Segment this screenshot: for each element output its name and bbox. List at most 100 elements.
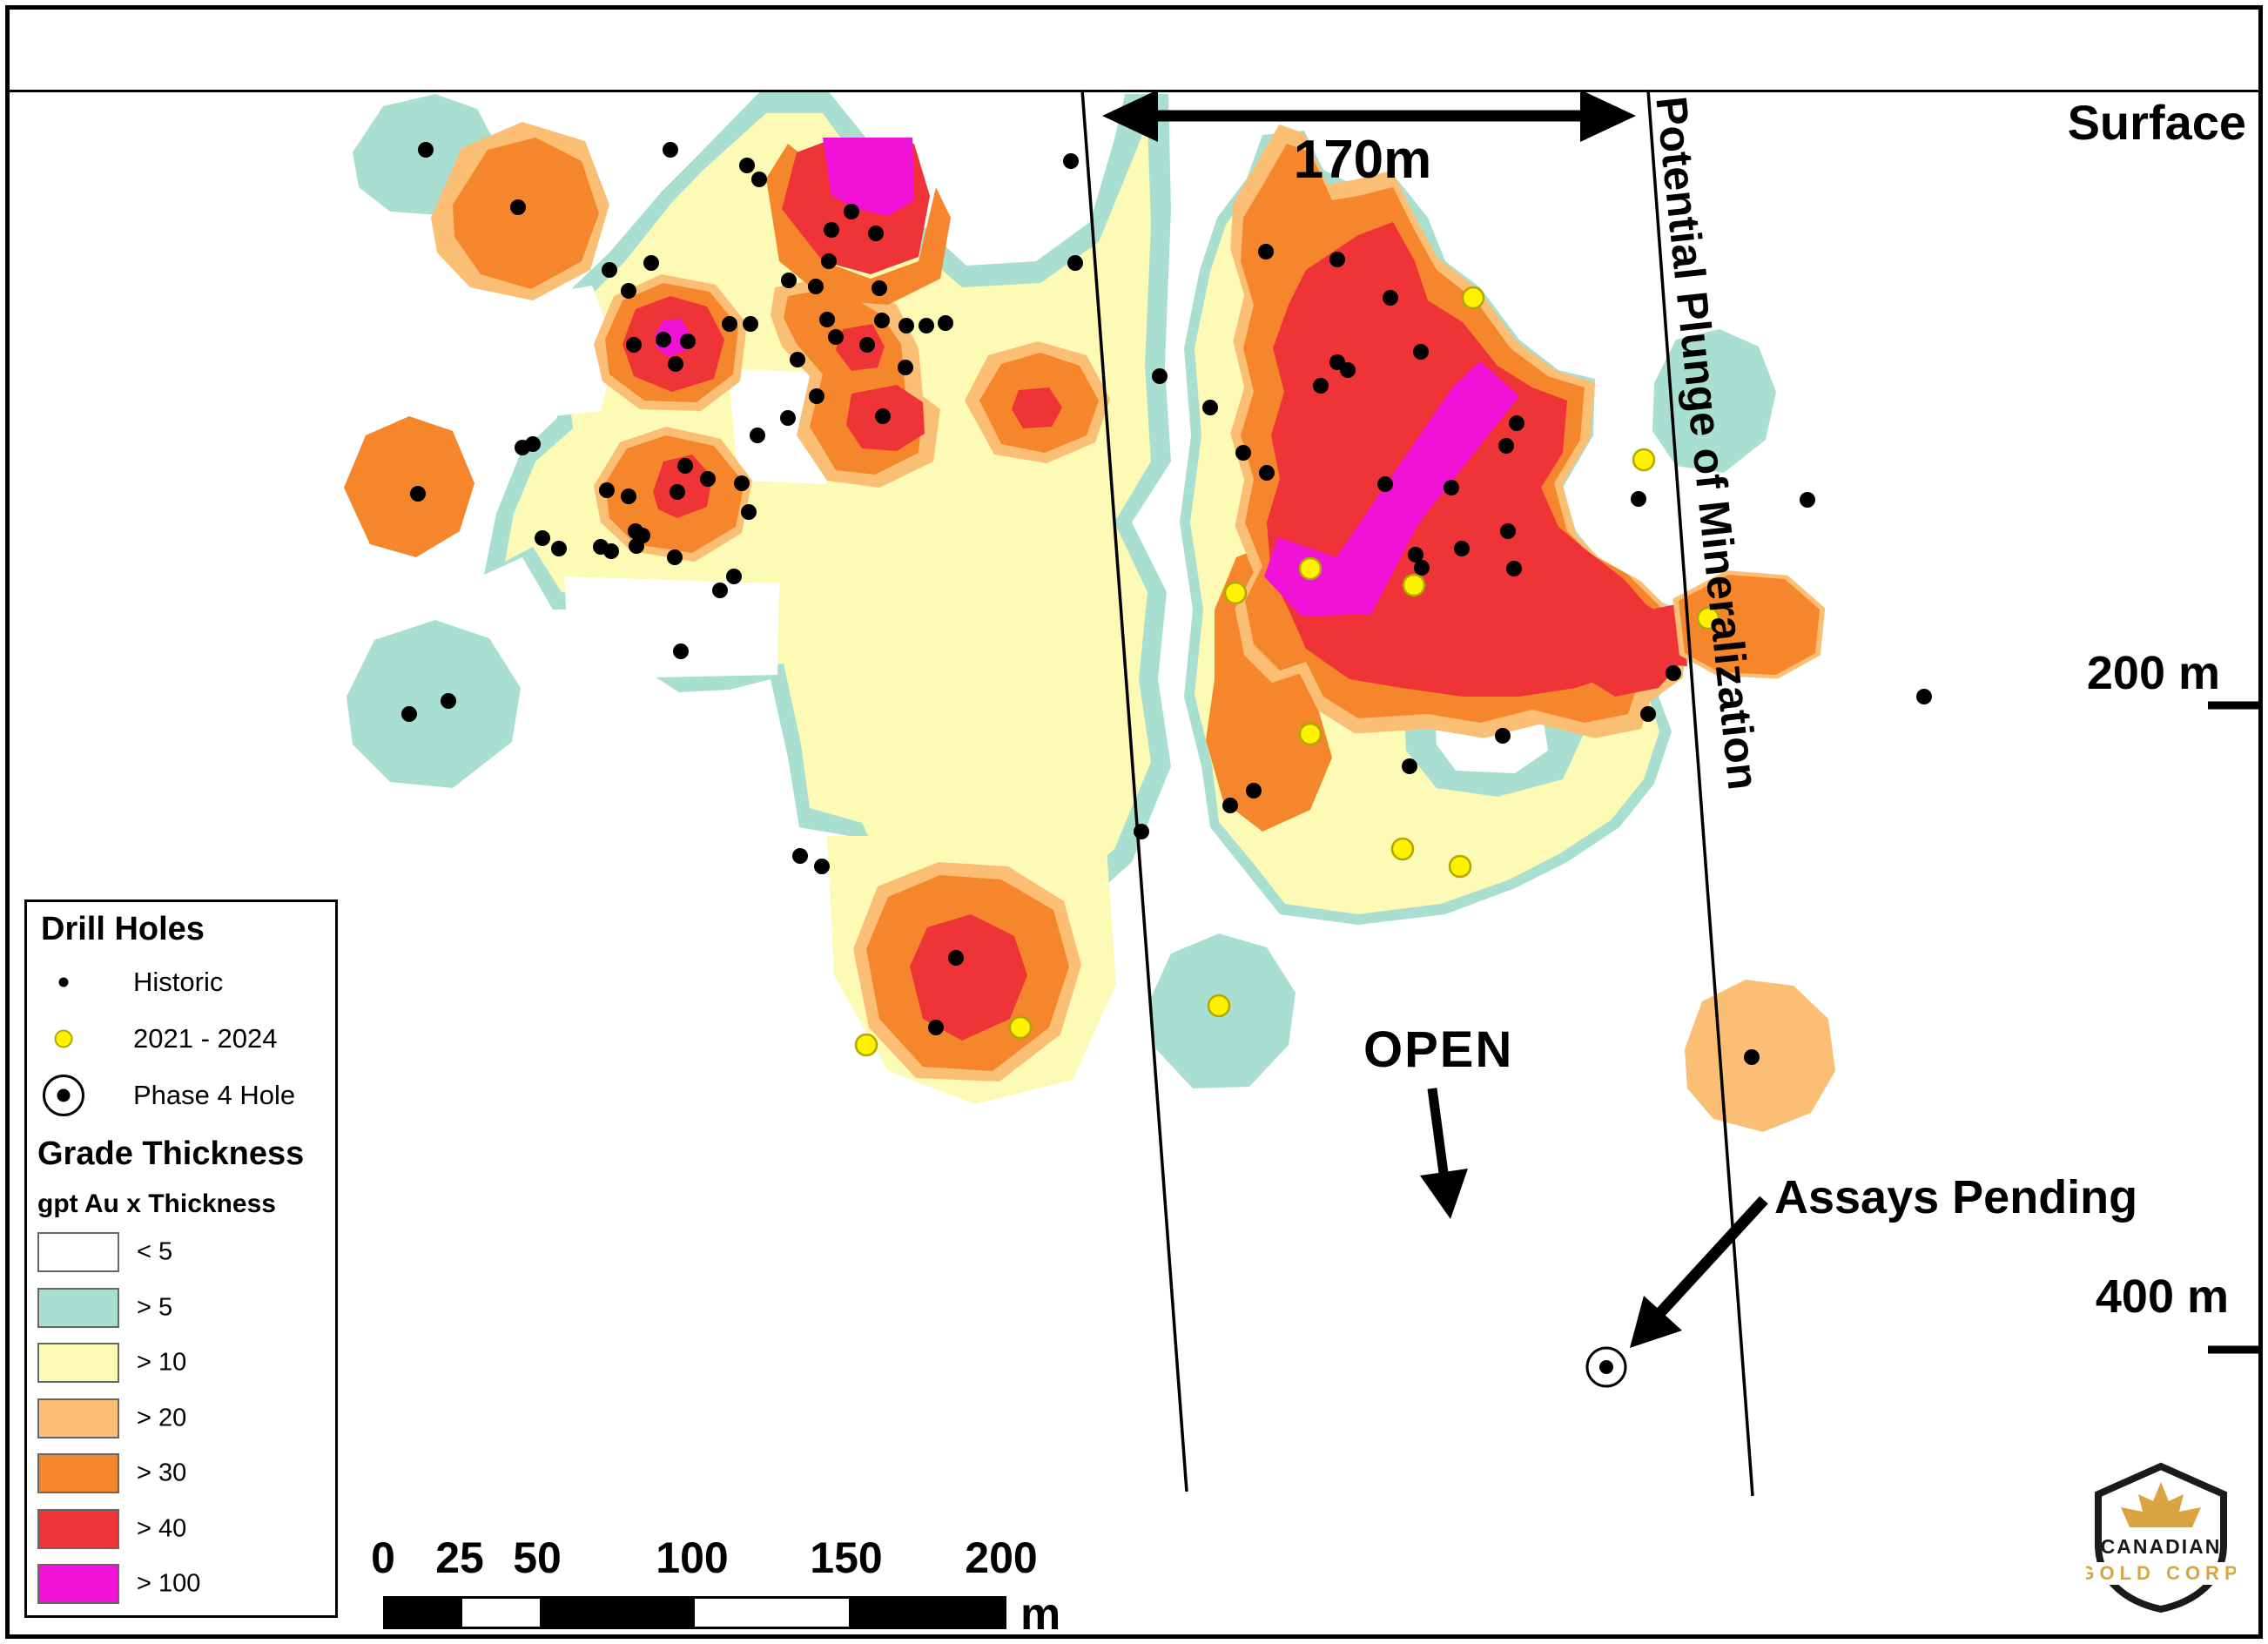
historic-drillhole-dot — [510, 199, 526, 215]
historic-drillhole-dot — [1498, 438, 1514, 454]
historic-drillhole-dot — [859, 337, 875, 353]
recent-drillhole-dot — [1402, 573, 1426, 597]
historic-drillhole-dot — [1246, 783, 1262, 798]
recent-drillhole-dot — [1207, 994, 1231, 1018]
historic-drillhole-dot — [1134, 824, 1149, 839]
contour-blob — [347, 620, 521, 788]
historic-drillhole-dot — [1402, 758, 1417, 774]
contour-blob — [1652, 329, 1776, 473]
historic-drillhole-dot — [819, 312, 835, 327]
contour-blob — [1264, 361, 1519, 616]
historic-drillhole-dot — [928, 1020, 944, 1035]
historic-drillhole-dot — [1152, 368, 1168, 384]
plunge-line — [1646, 89, 1754, 1497]
historic-drillhole-dot — [1800, 492, 1815, 508]
legend-item-2021-2024: 2021 - 2024 — [27, 1020, 335, 1058]
recent-drillhole-dot — [854, 1033, 878, 1057]
scale-tick-label: 100 — [656, 1533, 729, 1582]
arrow-170m-head — [1580, 90, 1636, 142]
historic-drillhole-dot — [1413, 344, 1429, 360]
recent-drillhole-dot — [1696, 606, 1720, 630]
historic-drillhole-dot — [872, 280, 887, 296]
historic-drillhole-dot — [1916, 689, 1932, 704]
plunge-line — [1080, 89, 1188, 1492]
historic-drillhole-dot — [1258, 244, 1274, 259]
historic-drillhole-dot — [814, 859, 830, 874]
recent-drillhole-dot — [1461, 286, 1485, 310]
grade-class-row: > 10 — [27, 1343, 335, 1383]
historic-drillhole-dot — [1235, 445, 1251, 461]
scale-tick-label: 0 — [371, 1533, 395, 1582]
historic-drillhole-dot — [680, 334, 696, 349]
recent-drillhole-dot — [1298, 556, 1322, 581]
open-arrow-shaft — [1427, 1088, 1450, 1187]
historic-drillhole-dot — [1259, 465, 1275, 481]
contour-blob — [564, 576, 779, 679]
legend-box: Drill Holes Historic 2021 - 2024 Phase 4… — [24, 899, 338, 1618]
historic-drillhole-dot — [551, 541, 567, 556]
historic-drillhole-dot — [1744, 1049, 1760, 1065]
recent-dot-icon — [54, 1029, 73, 1048]
legend-item-label: 2021 - 2024 — [133, 1023, 278, 1054]
historic-drillhole-dot — [668, 356, 683, 372]
historic-drillhole-dot — [1444, 480, 1459, 495]
surface-line — [5, 90, 2263, 92]
grade-thickness-title: Grade Thickness — [37, 1135, 305, 1172]
contour-blob — [921, 98, 1087, 259]
historic-drillhole-dot — [722, 316, 737, 332]
historic-drillhole-dot — [670, 484, 685, 500]
canadian-gold-corp-logo: CANADIAN GOLD CORP — [2086, 1462, 2236, 1614]
grade-label: > 100 — [137, 1569, 201, 1598]
grade-label: > 20 — [137, 1404, 187, 1432]
historic-drillhole-dot — [919, 318, 934, 334]
historic-drillhole-dot — [1666, 665, 1681, 681]
historic-drillhole-dot — [1202, 400, 1218, 415]
historic-drillhole-dot — [602, 262, 617, 278]
historic-drillhole-dot — [868, 226, 884, 241]
historic-drillhole-dot — [626, 337, 642, 353]
figure-border — [5, 5, 2263, 1639]
historic-drillhole-dot — [1313, 378, 1329, 394]
recent-drillhole-dot — [1298, 722, 1322, 746]
surface-label: Surface — [2067, 95, 2246, 150]
historic-drillhole-dot — [1063, 153, 1079, 169]
recent-drillhole-dot — [1008, 1015, 1033, 1040]
logo-line2: GOLD CORP — [2086, 1562, 2236, 1584]
grade-label: > 40 — [137, 1514, 187, 1542]
historic-drillhole-dot — [809, 388, 824, 404]
phase4-hole-dot — [1599, 1360, 1613, 1374]
historic-drillhole-dot — [938, 315, 953, 331]
grade-swatch — [37, 1564, 119, 1604]
historic-drillhole-dot — [603, 543, 619, 559]
open-arrow-head — [1420, 1169, 1468, 1219]
contour-blob — [453, 138, 599, 289]
historic-drillhole-dot — [750, 428, 765, 443]
assays-pending-label: Assays Pending — [1774, 1171, 2138, 1223]
historic-drillhole-dot — [525, 436, 541, 452]
historic-drillhole-dot — [844, 204, 859, 219]
contour-blob — [1012, 387, 1062, 428]
scale-bar-segments — [383, 1596, 1006, 1629]
historic-drillhole-dot — [1408, 547, 1423, 563]
legend-title: Drill Holes — [41, 911, 205, 947]
grade-swatch — [37, 1398, 119, 1438]
scale-segment — [540, 1599, 695, 1627]
assays-arrow-head — [1630, 1296, 1682, 1348]
grade-class-row: > 40 — [27, 1508, 335, 1549]
historic-drillhole-dot — [1640, 706, 1656, 722]
scale-tick-label: 200 — [965, 1533, 1038, 1582]
recent-drillhole-dot — [1223, 581, 1248, 605]
historic-drillhole-dot — [751, 172, 767, 187]
grade-class-row: > 100 — [27, 1564, 335, 1604]
recent-drillhole-dot — [1390, 837, 1415, 861]
scale-tick-label: 25 — [435, 1533, 484, 1582]
historic-drillhole-dot — [743, 316, 758, 332]
grade-label: > 5 — [137, 1293, 173, 1321]
historic-drillhole-dot — [1340, 362, 1356, 378]
grade-class-row: > 30 — [27, 1453, 335, 1493]
historic-drillhole-dot — [726, 569, 742, 584]
scale-segment — [462, 1599, 540, 1627]
historic-drillhole-dot — [948, 950, 964, 966]
historic-drillhole-dot — [821, 253, 837, 269]
